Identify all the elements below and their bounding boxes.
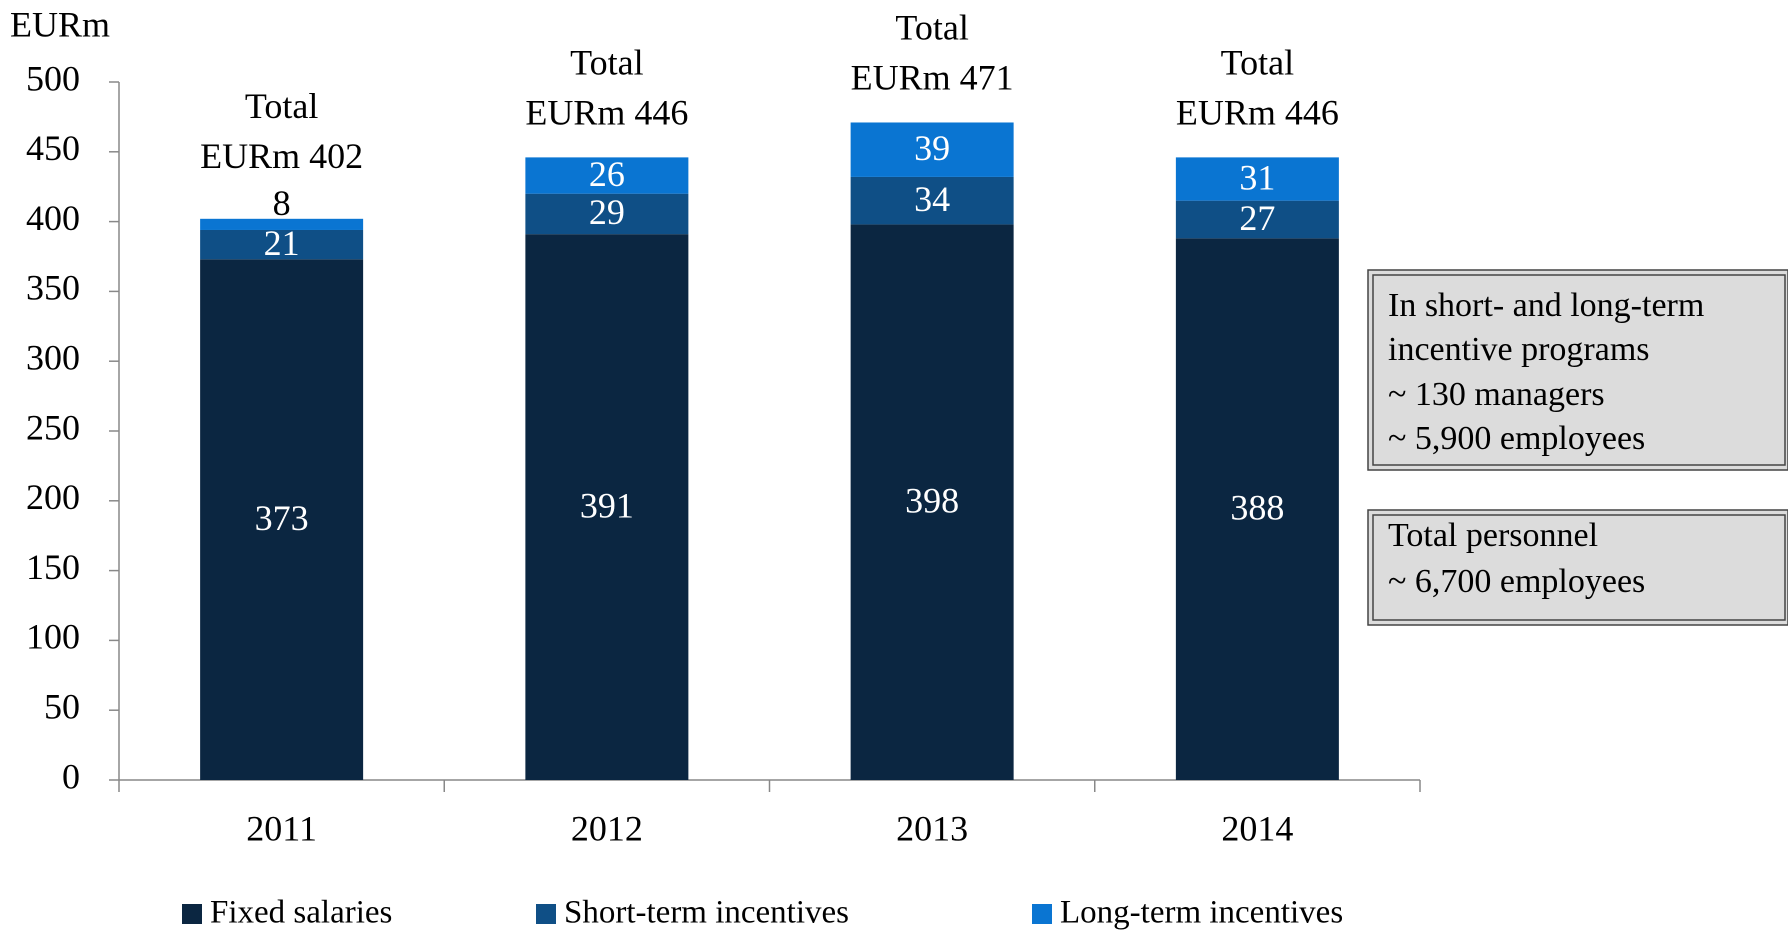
y-tick-label: 100 [26, 617, 80, 657]
total-label: EURm 446 [1176, 93, 1339, 133]
total-label: EURm 446 [525, 93, 688, 133]
y-tick-label: 200 [26, 477, 80, 517]
y-tick-label: 150 [26, 547, 80, 587]
y-tick-label: 50 [44, 686, 80, 726]
y-tick-label: 400 [26, 198, 80, 238]
y-tick-label: 350 [26, 268, 80, 308]
bar-segment [850, 122, 1014, 177]
note-text: ~ 6,700 employees [1388, 563, 1645, 600]
bar-segment [850, 176, 1014, 225]
data-label: 391 [580, 485, 634, 525]
y-axis-label: EURm [10, 4, 110, 44]
bar-segment [1175, 157, 1339, 201]
total-label: EURm 402 [200, 136, 363, 176]
data-label: 39 [914, 128, 950, 168]
y-tick-label: 450 [26, 128, 80, 168]
legend-label: Long-term incentives [1060, 895, 1343, 931]
bar-segment [200, 259, 364, 780]
bar-segment [850, 224, 1014, 781]
note-text: incentive programs [1388, 331, 1650, 368]
bar-segment [200, 229, 364, 260]
total-label: Total [245, 86, 318, 126]
total-label: Total [570, 43, 643, 83]
bar-segment [525, 157, 689, 194]
x-tick-label: 2011 [246, 808, 317, 848]
data-label: 29 [589, 192, 625, 232]
note-text: ~ 5,900 employees [1388, 420, 1645, 457]
note-box [1367, 509, 1788, 626]
data-label: 31 [1239, 157, 1275, 197]
legend-label: Fixed salaries [210, 895, 392, 931]
y-tick-label: 500 [26, 58, 80, 98]
data-label: 388 [1230, 487, 1284, 527]
x-tick-label: 2012 [571, 808, 643, 848]
data-label: 373 [255, 498, 309, 538]
legend-swatch [1032, 904, 1052, 924]
bar-segment [1175, 200, 1339, 239]
total-label: Total [1221, 43, 1294, 83]
y-tick-label: 0 [62, 756, 80, 796]
data-label: 34 [914, 179, 950, 219]
data-label: 8 [273, 183, 291, 223]
data-label: 27 [1239, 198, 1275, 238]
legend-swatch [182, 904, 202, 924]
bar-segment [200, 218, 364, 230]
total-label: Total [895, 8, 968, 48]
y-tick-label: 300 [26, 337, 80, 377]
bar-segment [525, 193, 689, 235]
y-tick-label: 250 [26, 407, 80, 447]
note-box-inner [1372, 514, 1786, 621]
note-box [1367, 269, 1788, 471]
x-tick-label: 2014 [1221, 808, 1293, 848]
total-label: EURm 471 [851, 58, 1014, 98]
note-box-inner [1372, 274, 1786, 466]
legend-swatch [536, 904, 556, 924]
data-label: 26 [589, 154, 625, 194]
note-text: Total personnel [1388, 517, 1598, 554]
note-text: ~ 130 managers [1388, 376, 1605, 413]
x-tick-label: 2013 [896, 808, 968, 848]
bar-segment [1175, 238, 1339, 781]
data-label: 398 [905, 480, 959, 520]
legend-label: Short-term incentives [564, 895, 849, 931]
bar-segment [525, 234, 689, 780]
note-text: In short- and long-term [1388, 287, 1704, 324]
